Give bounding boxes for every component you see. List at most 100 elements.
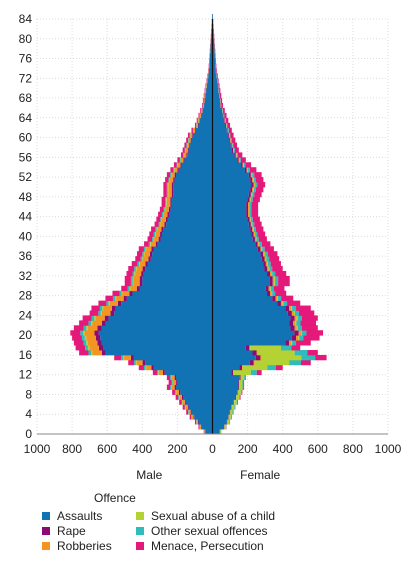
bar-male <box>139 261 146 267</box>
bar-male <box>188 409 189 415</box>
bar-male <box>135 270 142 277</box>
bar-female <box>234 147 239 153</box>
bar-male <box>101 350 106 356</box>
bar-male <box>145 266 213 272</box>
bar-female <box>268 285 271 292</box>
bar-male <box>198 424 200 430</box>
bar-female <box>275 280 279 287</box>
bar-female <box>270 285 274 292</box>
bar-male <box>175 374 213 381</box>
bar-female <box>269 256 280 262</box>
bar-male <box>171 201 213 208</box>
bar-female <box>289 305 292 311</box>
bar-female <box>229 132 231 138</box>
bar-female <box>293 310 295 316</box>
bar-male <box>152 236 154 242</box>
bar-female <box>212 241 256 247</box>
bar-female <box>225 122 227 129</box>
bar-female <box>212 201 247 208</box>
bar-male <box>208 73 213 79</box>
bar-female <box>212 211 247 218</box>
bar-male <box>149 231 154 237</box>
bar-male <box>143 251 145 257</box>
bar-male <box>187 142 190 148</box>
bar-female <box>229 419 230 425</box>
bar-male <box>83 330 85 336</box>
bar-female <box>270 285 271 292</box>
bar-female <box>226 127 228 134</box>
bar-female <box>267 261 271 267</box>
bar-male <box>171 374 175 381</box>
bar-female <box>257 231 266 237</box>
bar-female <box>267 270 270 277</box>
legend-swatch <box>136 512 144 520</box>
bar-male <box>145 359 213 366</box>
bar-female <box>212 93 219 99</box>
bar-female <box>239 364 242 371</box>
bar-female <box>212 364 240 371</box>
bar-female <box>299 335 304 341</box>
y-tick-label: 20 <box>19 328 33 342</box>
bar-female <box>238 157 240 163</box>
bar-male <box>137 251 143 257</box>
bar-male <box>143 270 213 277</box>
bar-female <box>242 379 244 385</box>
bar-female <box>212 147 232 153</box>
bar-male <box>167 216 213 222</box>
bar-male <box>101 340 213 346</box>
bar-female <box>257 246 261 252</box>
bar-female <box>250 369 257 376</box>
bar-male <box>202 98 204 104</box>
bar-female <box>248 201 250 208</box>
bar-male <box>165 216 168 222</box>
bar-female <box>248 172 251 178</box>
bar-female <box>291 335 297 341</box>
bar-male <box>132 290 213 297</box>
bar-female <box>212 68 216 74</box>
bar-male <box>164 369 213 376</box>
bar-male <box>163 206 165 213</box>
bar-male <box>121 290 123 297</box>
bar-male <box>170 172 171 178</box>
bar-male <box>198 112 200 119</box>
bar-male <box>152 251 213 257</box>
bar-female <box>300 330 303 336</box>
bar-male <box>117 300 122 306</box>
bar-male <box>173 191 213 198</box>
bar-female <box>246 167 248 173</box>
bar-male <box>143 364 146 371</box>
bar-male <box>101 325 213 331</box>
bar-male <box>164 221 167 227</box>
bar-female <box>298 330 301 336</box>
bar-female <box>212 177 251 183</box>
bar-female <box>257 350 295 356</box>
bar-male <box>154 221 159 227</box>
bar-female <box>245 345 250 351</box>
bar-female <box>217 78 219 84</box>
bar-male <box>179 399 182 405</box>
bar-female <box>294 350 308 356</box>
bar-female <box>212 424 225 430</box>
bar-female <box>212 399 234 405</box>
bar-female <box>260 251 264 257</box>
bar-female <box>296 325 298 331</box>
bar-male <box>112 290 120 297</box>
bar-female <box>230 137 232 143</box>
bar-female <box>219 429 221 435</box>
bar-female <box>234 404 235 410</box>
bar-male <box>186 409 189 415</box>
bar-male <box>158 369 163 376</box>
bar-male <box>209 58 213 64</box>
bar-female <box>255 182 258 188</box>
bar-male <box>85 345 88 351</box>
bar-male <box>141 270 144 277</box>
bar-female <box>254 182 256 188</box>
bar-female <box>256 236 259 242</box>
bar-male <box>136 359 143 366</box>
bar-male <box>210 43 213 50</box>
population-pyramid-chart: 0481216202428323640444852566064687276808… <box>19 12 402 482</box>
bar-male <box>166 191 168 198</box>
bar-male <box>165 206 169 213</box>
bar-female <box>291 310 294 316</box>
bar-male <box>204 88 206 94</box>
